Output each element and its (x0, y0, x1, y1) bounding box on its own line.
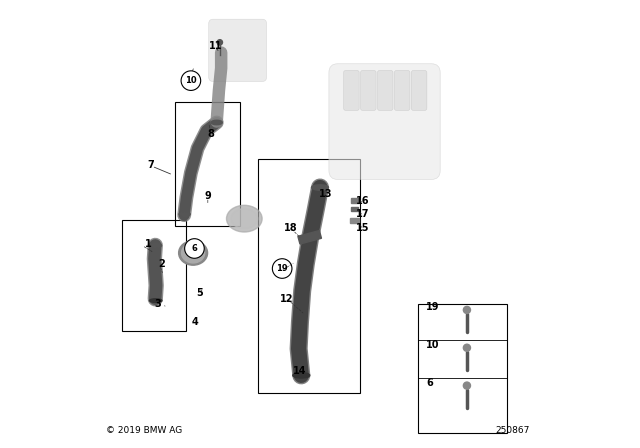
Text: 250867: 250867 (495, 426, 529, 435)
Text: 10: 10 (185, 76, 196, 85)
Bar (351, 207, 358, 211)
Text: 4: 4 (192, 317, 198, 327)
Bar (122, 220, 186, 331)
Bar (418, 304, 507, 433)
Circle shape (463, 344, 470, 351)
Text: 12: 12 (280, 294, 293, 304)
Text: 17: 17 (356, 209, 369, 219)
Circle shape (185, 239, 204, 258)
Ellipse shape (293, 373, 310, 378)
FancyBboxPatch shape (209, 19, 267, 82)
Ellipse shape (312, 185, 328, 190)
Text: 15: 15 (356, 223, 369, 233)
Text: 1: 1 (145, 239, 152, 249)
FancyBboxPatch shape (394, 70, 410, 111)
Text: 18: 18 (284, 224, 298, 233)
Text: 19: 19 (426, 302, 440, 312)
Circle shape (217, 40, 223, 45)
Text: 5: 5 (196, 288, 203, 298)
Bar (350, 218, 359, 223)
Text: 11: 11 (209, 41, 222, 51)
FancyBboxPatch shape (329, 64, 440, 180)
Text: 2: 2 (159, 259, 165, 269)
FancyBboxPatch shape (412, 70, 427, 111)
Text: 10: 10 (426, 340, 440, 350)
Ellipse shape (179, 212, 190, 216)
Circle shape (463, 306, 470, 314)
Text: 8: 8 (207, 129, 214, 139)
Text: 13: 13 (319, 189, 332, 199)
FancyBboxPatch shape (378, 70, 393, 111)
Circle shape (463, 382, 470, 389)
Ellipse shape (231, 209, 258, 228)
Ellipse shape (182, 243, 205, 263)
Text: 9: 9 (204, 191, 211, 202)
Text: 14: 14 (293, 366, 307, 376)
Ellipse shape (179, 241, 207, 265)
Text: 16: 16 (356, 196, 369, 206)
FancyBboxPatch shape (360, 70, 376, 111)
FancyBboxPatch shape (344, 70, 359, 111)
Bar (351, 198, 359, 202)
Ellipse shape (149, 243, 161, 248)
Ellipse shape (227, 205, 262, 232)
Text: 6: 6 (191, 244, 197, 253)
Text: 3: 3 (154, 299, 161, 309)
Bar (298, 231, 321, 244)
Bar (258, 159, 360, 393)
Text: 19: 19 (276, 264, 288, 273)
Text: © 2019 BMW AG: © 2019 BMW AG (106, 426, 182, 435)
Bar (175, 102, 240, 226)
Ellipse shape (211, 120, 222, 125)
Text: 6: 6 (426, 378, 433, 388)
Text: 7: 7 (147, 160, 154, 170)
Ellipse shape (150, 299, 162, 302)
Circle shape (273, 259, 292, 278)
Circle shape (181, 71, 201, 90)
